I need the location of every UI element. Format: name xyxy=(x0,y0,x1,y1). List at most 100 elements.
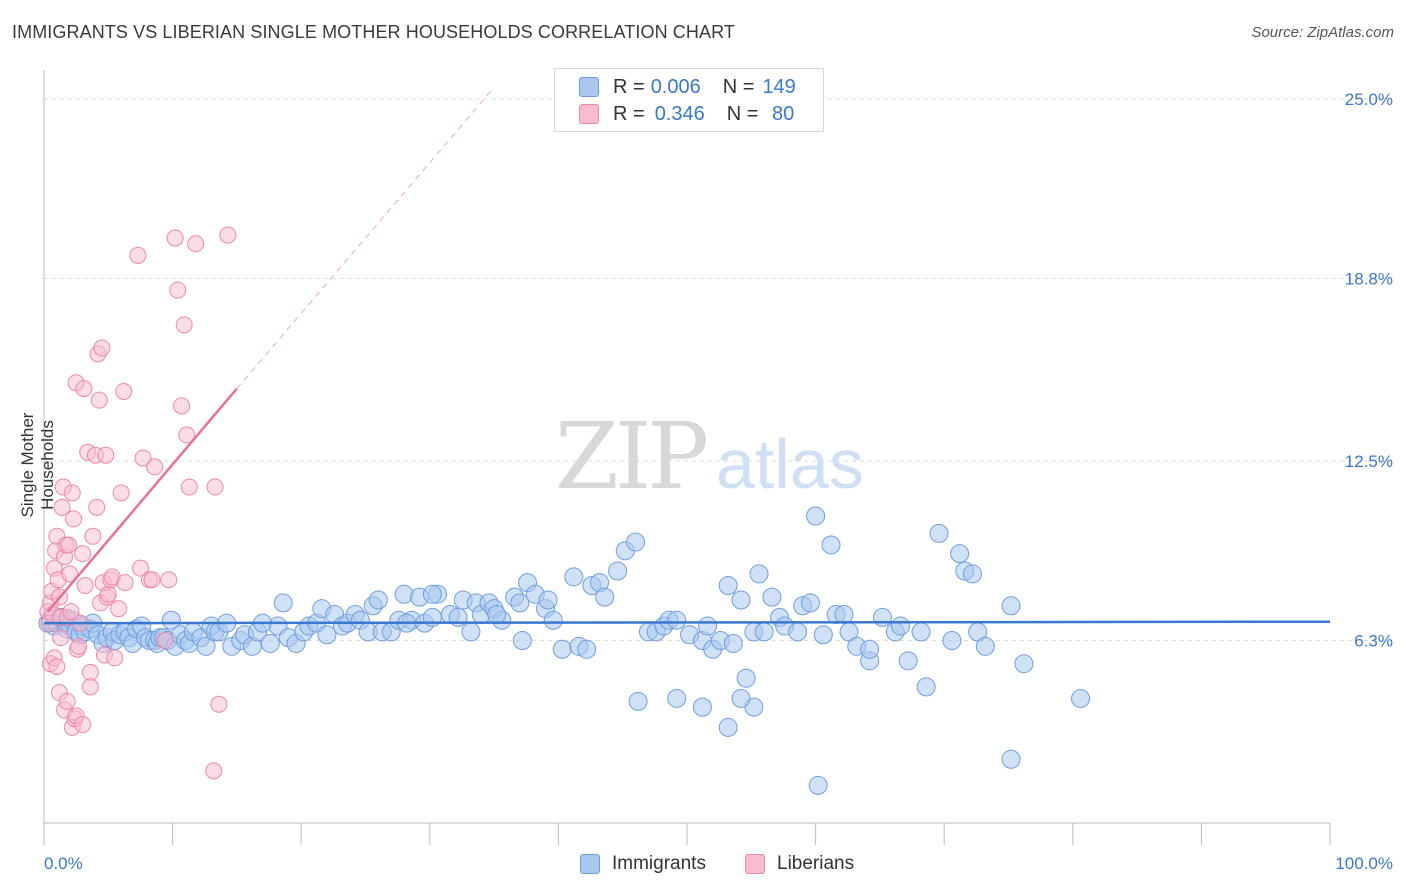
liberians-point xyxy=(76,577,94,595)
immigrants-point xyxy=(260,633,280,653)
x-tick-label: 100.0% xyxy=(1335,854,1393,873)
liberians-point xyxy=(75,380,93,398)
immigrants-point xyxy=(762,587,782,607)
liberians-point xyxy=(88,498,106,516)
immigrants-point xyxy=(800,593,820,613)
legend-row-immigrants: R = 0.006 N = 149 xyxy=(579,75,796,99)
immigrants-point xyxy=(723,633,743,653)
immigrants-point xyxy=(1001,596,1021,616)
immigrants-point xyxy=(942,631,962,651)
immigrants-point xyxy=(736,668,756,688)
bottom-legend-liberians: Liberians xyxy=(745,852,854,876)
immigrants-legend-label: Immigrants xyxy=(612,853,706,874)
immigrants-point xyxy=(1001,749,1021,769)
liberians-point xyxy=(90,391,108,409)
liberians-point xyxy=(62,603,80,621)
liberians-point xyxy=(84,527,102,545)
immigrants-swatch xyxy=(579,77,599,97)
n-value: 80 xyxy=(766,102,795,125)
liberians-point xyxy=(205,762,223,780)
immigrants-point xyxy=(487,604,507,624)
y-tick-label: 12.5% xyxy=(1345,452,1393,471)
liberians-point xyxy=(115,382,133,400)
immigrants-point xyxy=(667,688,687,708)
immigrants-point xyxy=(872,607,892,627)
liberians-point xyxy=(99,585,117,603)
immigrants-point xyxy=(890,616,910,636)
immigrants-point xyxy=(543,610,563,630)
source-label: Source: ZipAtlas.com xyxy=(1251,24,1394,41)
immigrants-point xyxy=(834,604,854,624)
immigrants-point xyxy=(898,651,918,671)
immigrants-point xyxy=(317,625,337,645)
liberians-point xyxy=(129,246,147,264)
legend-row-liberians: R = 0.346 N = 80 xyxy=(579,102,794,126)
liberians-point xyxy=(180,478,198,496)
immigrants-point xyxy=(196,636,216,656)
liberians-point xyxy=(131,559,149,577)
watermark-atlas: atlas xyxy=(716,425,864,503)
immigrants-point xyxy=(692,697,712,717)
immigrants-point xyxy=(731,688,751,708)
immigrants-point xyxy=(161,610,181,630)
immigrants-point xyxy=(512,631,532,651)
immigrants-point xyxy=(813,625,833,645)
y-tick-label: 18.8% xyxy=(1345,270,1393,289)
immigrants-point xyxy=(595,587,615,607)
immigrants-point xyxy=(667,610,687,630)
immigrants-point xyxy=(911,622,931,642)
liberians-point xyxy=(81,663,99,681)
immigrants-point xyxy=(552,639,572,659)
y-tick-label: 25.0% xyxy=(1345,90,1393,109)
liberians-point xyxy=(219,226,237,244)
immigrants-point xyxy=(916,677,936,697)
liberians-point xyxy=(116,574,134,592)
liberians-point xyxy=(160,571,178,589)
axes xyxy=(43,70,1331,845)
immigrants-point xyxy=(626,532,646,552)
immigrants-point xyxy=(821,535,841,555)
immigrants-point xyxy=(577,639,597,659)
immigrants-point xyxy=(731,590,751,610)
liberians-point xyxy=(106,649,124,667)
immigrants-point xyxy=(368,590,388,610)
y-axis-title: Single Mother Households xyxy=(18,412,57,518)
chart-title: IMMIGRANTS VS LIBERIAN SINGLE MOTHER HOU… xyxy=(12,22,735,42)
immigrants-point xyxy=(394,584,414,604)
liberians-points xyxy=(39,226,237,780)
stats-legend: R = 0.006 N = 149 R = 0.346 N = 80 xyxy=(554,68,824,132)
liberians-point xyxy=(58,692,76,710)
liberians-swatch xyxy=(579,104,599,124)
liberians-point xyxy=(156,632,174,650)
immigrants-point xyxy=(808,775,828,795)
immigrants-point xyxy=(538,590,558,610)
liberians-point xyxy=(143,571,161,589)
immigrants-point xyxy=(422,584,442,604)
liberians-point xyxy=(210,695,228,713)
immigrants-trend-line xyxy=(43,620,1331,625)
n-label: N = xyxy=(722,75,755,98)
liberians-legend-swatch xyxy=(745,854,765,874)
immigrants-point xyxy=(718,717,738,737)
immigrants-point xyxy=(975,636,995,656)
immigrants-point xyxy=(1071,688,1091,708)
y-tick-label: 6.3% xyxy=(1354,632,1393,651)
bottom-legend-immigrants: Immigrants xyxy=(580,852,706,876)
x-tick-label: 0.0% xyxy=(44,854,83,873)
liberians-point xyxy=(48,658,66,676)
immigrants-point xyxy=(564,567,584,587)
immigrants-point xyxy=(788,622,808,642)
liberians-point xyxy=(52,629,70,647)
liberians-point xyxy=(70,637,88,655)
liberians-point xyxy=(53,498,71,516)
tick-labels: 6.3% 12.5% 18.8% 25.0% 0.0% 100.0% xyxy=(44,90,1393,873)
liberians-point xyxy=(134,449,152,467)
liberians-point xyxy=(97,446,115,464)
liberians-point xyxy=(178,426,196,444)
watermark-zip: ZIP xyxy=(555,403,706,510)
liberians-point xyxy=(173,397,191,415)
immigrants-point xyxy=(461,622,481,642)
liberians-point xyxy=(146,458,164,476)
grid xyxy=(44,98,1392,642)
immigrants-point xyxy=(950,544,970,564)
